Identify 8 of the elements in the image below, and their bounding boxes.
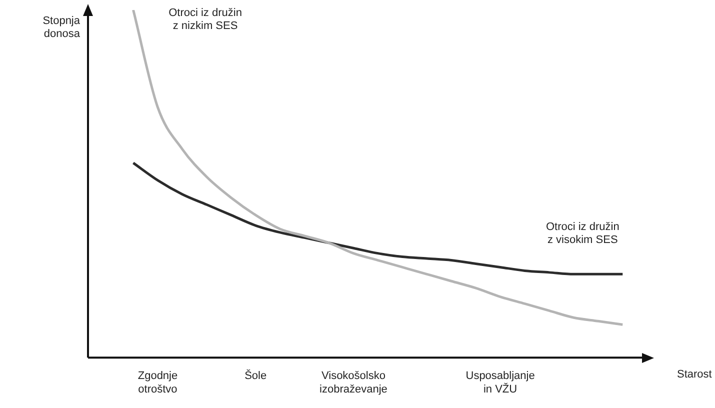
x-tick-label: Visokošolsko izobraževanje (320, 370, 388, 396)
x-tick-label: Usposabljanje in VŽU (466, 370, 535, 396)
text: Otroci iz družin z nizkim SES (168, 7, 242, 32)
x-tick-label: Šole (244, 369, 267, 382)
x-tick-label: Zgodnje otroštvo (138, 370, 178, 396)
y-axis-title: Stopnja donosa (42, 15, 81, 40)
text: Otroci iz družin z visokim SES (546, 221, 620, 246)
x-axis-title: Starost (677, 368, 712, 381)
